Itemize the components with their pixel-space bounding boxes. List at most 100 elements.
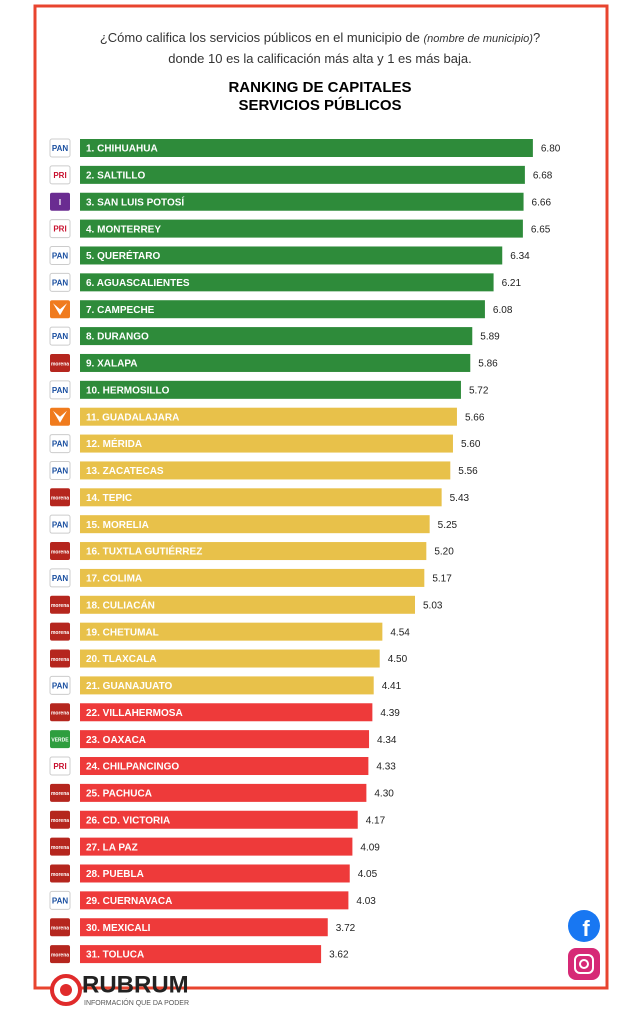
bar bbox=[80, 488, 442, 507]
bar bbox=[80, 703, 373, 722]
party-label: PAN bbox=[52, 440, 69, 449]
party-badge bbox=[50, 837, 70, 856]
bar-label: 26. CD. VICTORIA bbox=[86, 815, 170, 826]
bar bbox=[80, 891, 349, 910]
value-label: 6.68 bbox=[533, 171, 553, 182]
bar bbox=[80, 595, 415, 614]
party-badge bbox=[50, 864, 70, 883]
party-label: morena bbox=[51, 549, 69, 555]
bar bbox=[80, 783, 367, 802]
chart-subtitle: SERVICIOS PÚBLICOS bbox=[238, 96, 401, 114]
party-label: morena bbox=[51, 872, 69, 878]
party-badge bbox=[50, 595, 70, 614]
bar-label: 21. GUANAJUATO bbox=[86, 681, 173, 692]
value-label: 5.03 bbox=[423, 600, 443, 611]
party-badge bbox=[50, 542, 70, 561]
party-badge bbox=[50, 488, 70, 507]
party-badge bbox=[50, 192, 70, 211]
bar-label: 3. SAN LUIS POTOSÍ bbox=[86, 195, 184, 208]
value-label: 4.41 bbox=[382, 681, 402, 692]
party-label: PAN bbox=[52, 520, 69, 529]
party-label: PAN bbox=[52, 332, 69, 341]
bar-label: 15. MORELIA bbox=[86, 520, 149, 531]
party-badge bbox=[49, 890, 71, 910]
party-badge bbox=[50, 353, 70, 372]
party-label: morena bbox=[51, 818, 69, 824]
party-icon bbox=[53, 410, 67, 423]
bar bbox=[80, 380, 461, 399]
bar-label: 22. VILLAHERMOSA bbox=[86, 708, 183, 719]
bar bbox=[80, 730, 370, 749]
svg-text:f: f bbox=[582, 916, 590, 941]
party-label: morena bbox=[51, 926, 69, 932]
party-badge bbox=[49, 514, 71, 534]
party-badge bbox=[50, 622, 70, 641]
party-badge bbox=[49, 675, 71, 695]
brand: RUBRUM bbox=[82, 971, 189, 998]
party-badge bbox=[50, 730, 70, 749]
value-label: 6.66 bbox=[532, 197, 552, 208]
party-label: morena bbox=[51, 603, 69, 609]
bar bbox=[80, 139, 533, 157]
party-badge bbox=[49, 245, 71, 265]
bar-label: 19. CHETUMAL bbox=[86, 627, 159, 638]
bar-label: 8. DURANGO bbox=[86, 332, 149, 343]
bar bbox=[80, 246, 503, 265]
bar bbox=[80, 327, 473, 346]
value-label: 5.89 bbox=[480, 332, 500, 343]
bar bbox=[80, 165, 525, 184]
party-badge bbox=[50, 649, 70, 668]
party-badge bbox=[50, 945, 70, 964]
bar bbox=[80, 353, 471, 372]
value-label: 5.25 bbox=[438, 520, 458, 531]
bar-label: 10. HERMOSILLO bbox=[86, 385, 170, 396]
bar-label: 4. MONTERREY bbox=[86, 224, 161, 235]
bar-label: 17. COLIMA bbox=[86, 574, 142, 585]
party-badge bbox=[50, 918, 70, 937]
party-label: morena bbox=[51, 630, 69, 636]
party-label: PAN bbox=[52, 682, 69, 691]
value-label: 4.03 bbox=[356, 896, 376, 907]
question-note: (nombre de municipio) bbox=[423, 33, 533, 45]
party-label: PAN bbox=[52, 278, 69, 287]
party-badge bbox=[50, 810, 70, 829]
value-label: 5.20 bbox=[434, 547, 454, 558]
value-label: 5.86 bbox=[478, 359, 498, 370]
party-label: VERDE bbox=[51, 737, 69, 743]
bar bbox=[80, 219, 523, 238]
bar bbox=[80, 568, 425, 587]
party-label: I bbox=[59, 198, 61, 207]
value-label: 5.17 bbox=[432, 574, 452, 585]
question-text: ¿Cómo califica los servicios públicos en… bbox=[99, 30, 424, 45]
bar-label: 20. TLAXCALA bbox=[86, 654, 157, 665]
party-badge bbox=[49, 272, 71, 292]
instagram-icon[interactable] bbox=[568, 948, 600, 980]
bar bbox=[80, 918, 328, 937]
party-badge bbox=[49, 165, 71, 185]
chart-title: RANKING DE CAPITALES bbox=[228, 79, 411, 96]
question: ¿Cómo califica los servicios públicos en… bbox=[80, 28, 560, 68]
bar-label: 29. CUERNAVACA bbox=[86, 896, 172, 907]
value-label: 4.05 bbox=[358, 869, 378, 880]
party-label: morena bbox=[51, 791, 69, 797]
value-label: 3.72 bbox=[336, 923, 356, 934]
party-label: morena bbox=[51, 952, 69, 958]
party-label: PAN bbox=[52, 467, 69, 476]
bar bbox=[80, 542, 427, 561]
facebook-icon[interactable]: f bbox=[568, 910, 600, 942]
bar bbox=[80, 649, 380, 668]
value-label: 4.33 bbox=[376, 762, 396, 773]
bar-label: 27. LA PAZ bbox=[86, 842, 138, 853]
value-label: 6.65 bbox=[531, 224, 551, 235]
bar-label: 5. QUERÉTARO bbox=[86, 249, 160, 262]
bar bbox=[80, 273, 494, 292]
bar-label: 31. TOLUCA bbox=[86, 950, 144, 961]
party-label: PRI bbox=[53, 762, 66, 771]
bar-label: 24. CHILPANCINGO bbox=[86, 762, 179, 773]
bar bbox=[80, 676, 374, 695]
value-label: 4.54 bbox=[390, 627, 410, 638]
bar-label: 16. TUXTLA GUTIÉRREZ bbox=[86, 545, 202, 558]
value-label: 5.72 bbox=[469, 385, 489, 396]
party-label: PAN bbox=[52, 896, 69, 905]
value-label: 6.34 bbox=[510, 251, 530, 262]
